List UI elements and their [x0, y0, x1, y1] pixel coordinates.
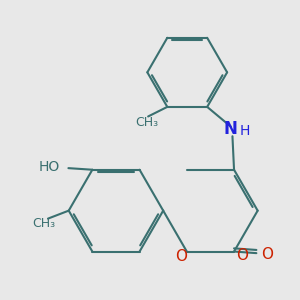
Text: CH₃: CH₃ [33, 217, 56, 230]
Text: N: N [224, 120, 238, 138]
Text: O: O [236, 248, 248, 263]
Text: HO: HO [38, 160, 59, 175]
Text: O: O [175, 249, 187, 264]
Text: CH₃: CH₃ [135, 116, 158, 129]
Text: O: O [262, 247, 274, 262]
Text: H: H [240, 124, 250, 138]
